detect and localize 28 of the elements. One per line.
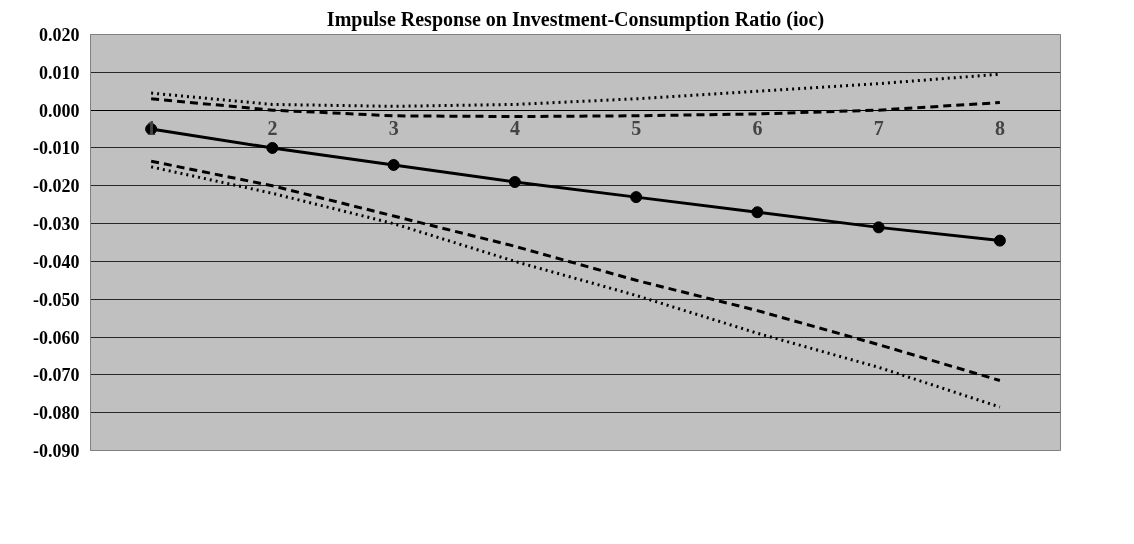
y-tick-label: -0.060	[33, 327, 80, 348]
point	[993, 234, 1006, 247]
y-tick-label: -0.040	[33, 251, 80, 272]
y-tick-label: 0.020	[39, 25, 80, 45]
x-tick-label: 2	[267, 117, 278, 140]
x-tick-label: 6	[752, 117, 763, 140]
y-tick-label: -0.050	[33, 289, 80, 310]
point	[751, 206, 764, 219]
point	[872, 221, 885, 234]
y-tick-label: -0.080	[33, 403, 80, 424]
y-tick-label: 0.010	[39, 62, 80, 83]
y-tick-label: -0.090	[33, 441, 80, 461]
x-tick-label: 3	[388, 117, 399, 140]
y-tick-label: 0.000	[39, 100, 80, 121]
x-tick-label: 8	[994, 117, 1005, 140]
y-tick-label: -0.020	[33, 176, 80, 197]
point	[630, 191, 643, 204]
point	[508, 176, 521, 188]
x-tick-label: 1	[146, 117, 157, 140]
chart-title: Impulse Response on Investment-Consumption Ratio (ioc)	[326, 7, 825, 31]
x-tick-label: 4	[509, 117, 520, 140]
x-tick-label: 7	[873, 117, 884, 140]
y-tick-label: -0.030	[33, 214, 80, 235]
point	[387, 158, 400, 171]
point	[266, 141, 279, 154]
y-tick-label: -0.010	[33, 138, 80, 159]
x-tick-label: 5	[631, 117, 642, 140]
y-tick-label: -0.070	[33, 365, 80, 386]
